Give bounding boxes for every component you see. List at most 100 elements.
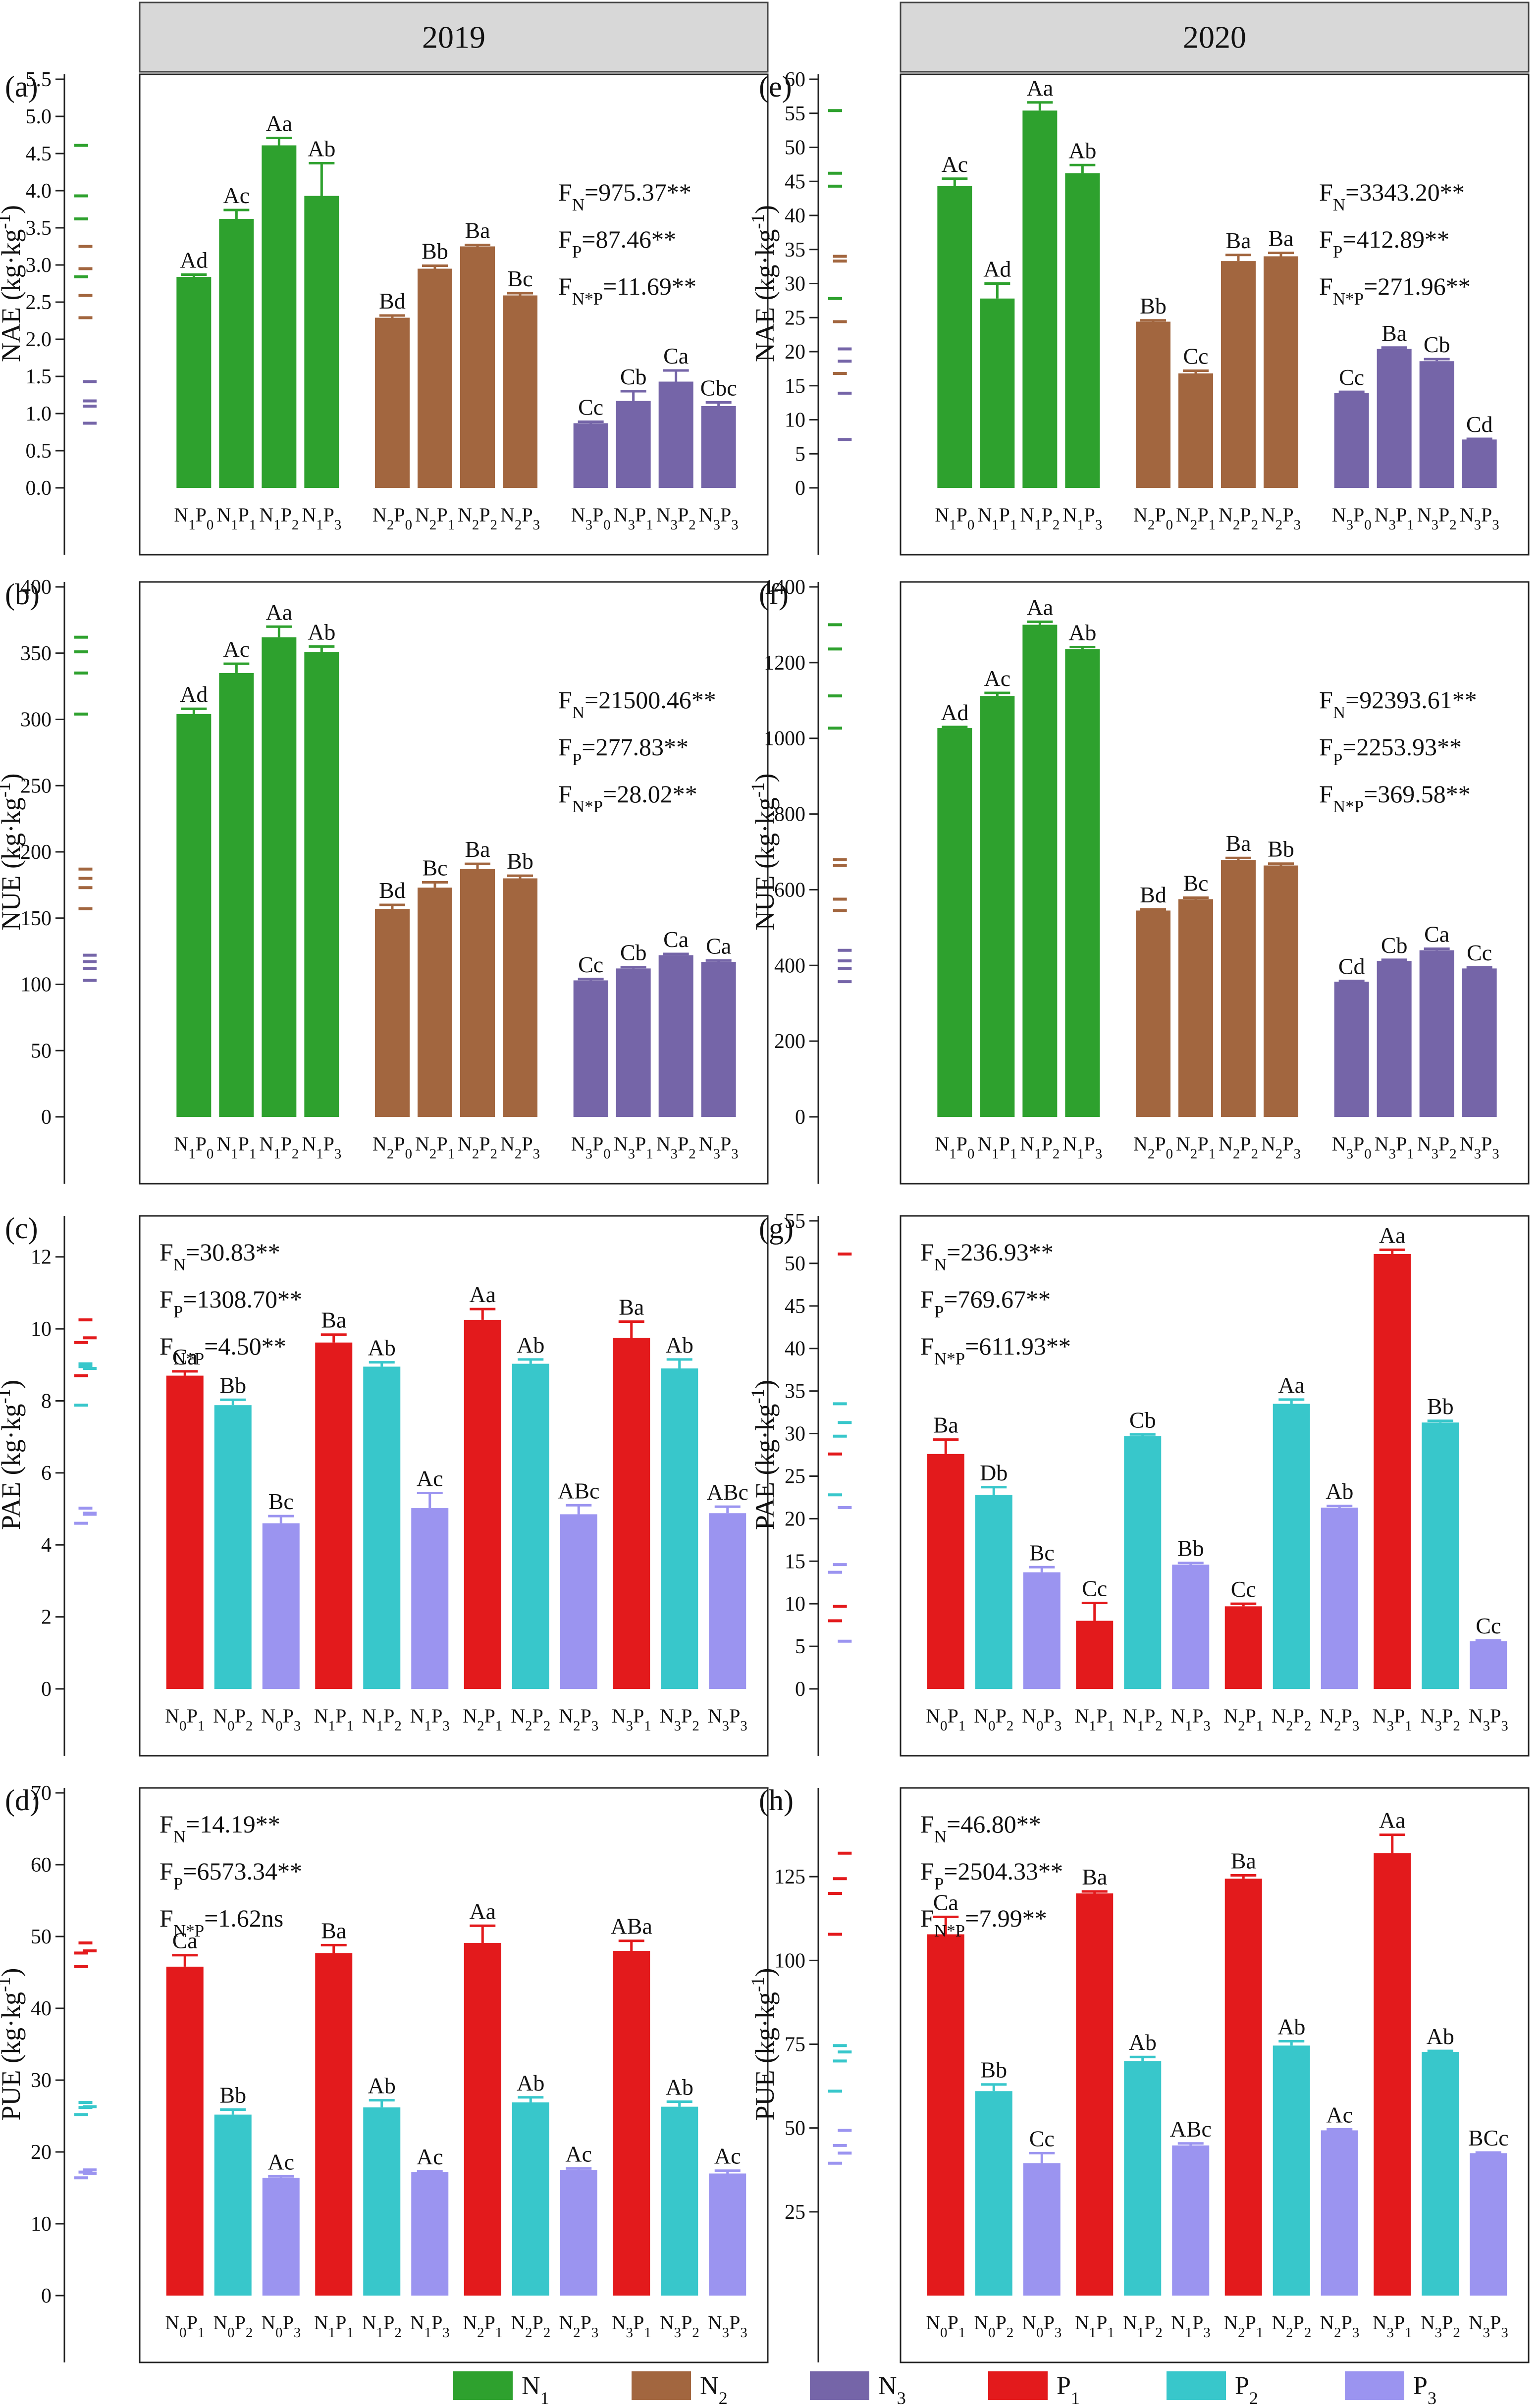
panel-label: (d) bbox=[5, 1784, 40, 1817]
category-label: N2P3 bbox=[500, 1133, 540, 1162]
bar-N3P0 bbox=[573, 980, 608, 1117]
category-label: N3P1 bbox=[612, 2311, 651, 2341]
y-tick-label: 1.0 bbox=[26, 403, 52, 425]
stat-nxp: FN*P=1.62ns bbox=[159, 1904, 283, 1940]
y-tick-label: 0 bbox=[795, 477, 805, 500]
significance-label: Ba bbox=[1231, 1848, 1256, 1873]
y-tick-label: 5.0 bbox=[26, 105, 52, 128]
y-tick-label: 45 bbox=[785, 1295, 805, 1318]
significance-label: Aa bbox=[1027, 75, 1054, 101]
category-label: N3P2 bbox=[660, 1705, 699, 1734]
bar-N1P3 bbox=[411, 2172, 449, 2296]
category-label: N2P1 bbox=[1223, 1705, 1263, 1734]
significance-label: Cb bbox=[1381, 933, 1408, 958]
y-tick-label: 40 bbox=[785, 205, 805, 227]
legend-label-N3: N3 bbox=[878, 2372, 906, 2408]
category-label: N1P1 bbox=[1075, 1705, 1115, 1734]
y-tick-label: 0 bbox=[41, 1106, 52, 1129]
bar-N2P3 bbox=[560, 2170, 597, 2296]
significance-label: Ad bbox=[180, 248, 208, 273]
category-label: N2P1 bbox=[463, 2311, 502, 2341]
significance-label: Bb bbox=[1140, 293, 1167, 318]
significance-label: Ad bbox=[983, 257, 1011, 282]
category-label: N0P2 bbox=[974, 1705, 1013, 1734]
category-label: N1P2 bbox=[362, 2311, 402, 2341]
bar-N3P2 bbox=[658, 381, 693, 488]
significance-label: Bb bbox=[219, 2082, 246, 2107]
bar-N3P3 bbox=[701, 406, 736, 488]
panel-label: (a) bbox=[5, 70, 38, 103]
category-label: N3P1 bbox=[1373, 2311, 1412, 2341]
significance-label: Aa bbox=[266, 599, 293, 625]
significance-label: Ca bbox=[933, 1889, 958, 1915]
significance-label: Bd bbox=[379, 288, 406, 314]
y-tick-label: 40 bbox=[31, 1997, 52, 2020]
bar-N1P0 bbox=[176, 277, 212, 488]
bar-N0P3 bbox=[1023, 2163, 1061, 2296]
y-axis-label: NAE (kg·kg-1) bbox=[0, 205, 26, 362]
plot-frame bbox=[139, 73, 769, 556]
category-label: N1P2 bbox=[1123, 2311, 1163, 2341]
y-tick-label: 0.5 bbox=[26, 440, 52, 463]
bar-N1P1 bbox=[1076, 1621, 1114, 1689]
significance-label: Ab bbox=[1129, 2030, 1157, 2055]
significance-label: Cb bbox=[620, 940, 647, 965]
bar-N2P2 bbox=[1273, 1404, 1310, 1689]
significance-label: BCc bbox=[1468, 2125, 1509, 2150]
y-axis-label: NUE (kg·kg-1) bbox=[747, 773, 780, 930]
significance-label: Ac bbox=[417, 1466, 443, 1491]
significance-label: Cb bbox=[620, 364, 647, 389]
significance-label: Ca bbox=[663, 343, 689, 368]
category-label: N1P2 bbox=[1123, 1705, 1163, 1734]
category-label: N1P3 bbox=[1062, 1133, 1102, 1162]
bar-N3P1 bbox=[1374, 1853, 1411, 2296]
bar-N1P1 bbox=[980, 298, 1015, 488]
y-tick-label: 70 bbox=[31, 1782, 52, 1805]
category-label: N0P2 bbox=[213, 2311, 253, 2341]
significance-label: Ba bbox=[1381, 320, 1407, 346]
bar-N1P2 bbox=[363, 2107, 401, 2296]
bar-N2P0 bbox=[375, 909, 410, 1117]
bar-N2P1 bbox=[464, 1319, 501, 1689]
bar-N1P3 bbox=[1065, 649, 1100, 1117]
significance-label: Aa bbox=[469, 1282, 496, 1307]
stat-p: FP=2504.33** bbox=[920, 1857, 1063, 1893]
bar-N1P3 bbox=[1065, 173, 1100, 488]
stat-p: FP=769.67** bbox=[920, 1285, 1051, 1321]
bar-N3P1 bbox=[1377, 349, 1412, 488]
category-label: N3P1 bbox=[614, 1133, 653, 1162]
significance-label: Bc bbox=[1029, 1540, 1055, 1565]
significance-label: Ac bbox=[1326, 2102, 1353, 2127]
plot-frame bbox=[900, 1215, 1530, 1757]
y-tick-label: 1400 bbox=[764, 576, 805, 599]
category-label: N2P2 bbox=[1219, 504, 1258, 533]
bar-N0P2 bbox=[214, 2114, 252, 2296]
significance-label: Bd bbox=[1140, 882, 1167, 907]
stat-p: FP=277.83** bbox=[558, 733, 689, 769]
legend: N1 N2 N3 P1 P2 P3 bbox=[453, 2371, 1436, 2408]
y-tick-label: 25 bbox=[785, 1465, 805, 1488]
category-label: N2P0 bbox=[1133, 504, 1173, 533]
category-label: N3P2 bbox=[656, 1133, 696, 1162]
category-label: N2P3 bbox=[1261, 1133, 1301, 1162]
legend-label-N2: N2 bbox=[700, 2372, 728, 2408]
y-axis-label: PAE (kg·kg-1) bbox=[0, 1380, 26, 1530]
significance-label: Bb bbox=[1177, 1536, 1204, 1561]
significance-label: Ab bbox=[368, 2073, 396, 2098]
category-label: N1P2 bbox=[259, 504, 299, 533]
significance-label: ABa bbox=[611, 1914, 652, 1939]
significance-label: Ba bbox=[933, 1413, 958, 1438]
y-tick-label: 100 bbox=[20, 974, 52, 996]
category-label: N3P2 bbox=[1421, 1705, 1460, 1734]
bar-N1P2 bbox=[363, 1366, 401, 1689]
category-label: N2P3 bbox=[500, 504, 540, 533]
y-tick-label: 250 bbox=[20, 775, 52, 797]
y-tick-label: 600 bbox=[774, 879, 805, 901]
significance-label: Bd bbox=[379, 878, 406, 903]
significance-label: Cc bbox=[1231, 1576, 1256, 1602]
category-label: N1P2 bbox=[1020, 1133, 1060, 1162]
stat-n: FN=975.37** bbox=[558, 178, 691, 214]
category-label: N2P2 bbox=[458, 1133, 497, 1162]
bar-N3P2 bbox=[1422, 1422, 1459, 1689]
bar-N1P1 bbox=[315, 1342, 353, 1689]
